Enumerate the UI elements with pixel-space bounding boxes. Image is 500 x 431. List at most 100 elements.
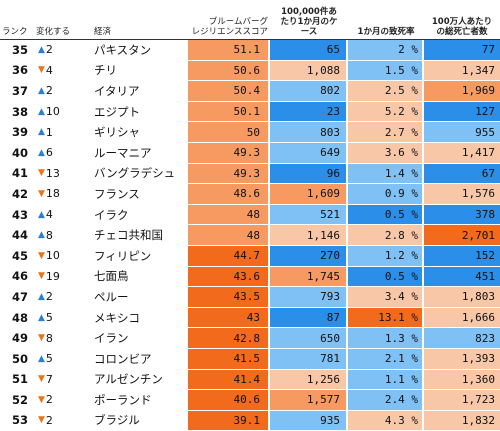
economy-cell: チリ: [94, 63, 117, 78]
score-cell: 44.7: [188, 245, 268, 266]
rank-cell: 36: [11, 63, 28, 78]
cases-cell: 781: [270, 348, 346, 369]
score-cell: 50.1: [188, 101, 268, 122]
score-cell: 51.1: [188, 40, 268, 60]
deaths-cell: 1,723: [424, 390, 500, 410]
fatality-cell: 3.6 %: [348, 142, 422, 163]
table-row: 40 ▲ 6 ルーマニア 49.3 649 3.6 % 1,417: [0, 142, 500, 164]
score-cell: 43: [188, 307, 268, 328]
rank-cell: 35: [11, 42, 28, 57]
economy-cell: コロンビア: [94, 351, 152, 366]
fatality-cell: 0.5 %: [348, 204, 422, 225]
change-value: 19: [45, 269, 60, 283]
rank-cell: 44: [11, 228, 28, 243]
change-value: 5: [45, 352, 53, 366]
arrow-up-icon: ▲: [38, 106, 45, 117]
deaths-cell: 1,832: [424, 410, 500, 431]
change-value: 2: [45, 413, 53, 427]
resilience-table: ランク 変化する 経済 ブルームバーグ レジリエンススコア 100,000件あ …: [0, 7, 500, 431]
fatality-cell: 2.8 %: [348, 225, 422, 245]
header-fatality: 1か月の致死率: [357, 27, 415, 37]
change-value: 4: [45, 208, 53, 222]
rank-cell: 42: [11, 186, 28, 201]
economy-cell: ルーマニア: [94, 145, 152, 160]
fatality-cell: 13.1 %: [348, 307, 422, 328]
cases-cell: 1,609: [270, 184, 346, 204]
arrow-down-icon: ▼: [38, 250, 45, 261]
change-value: 2: [45, 393, 53, 407]
cases-cell: 803: [270, 122, 346, 142]
change-value: 18: [45, 187, 60, 201]
cases-cell: 802: [270, 81, 346, 101]
fatality-cell: 1.2 %: [348, 245, 422, 266]
arrow-up-icon: ▲: [38, 353, 45, 364]
rank-cell: 41: [11, 166, 28, 181]
economy-cell: ペルー: [94, 289, 129, 304]
score-cell: 43.6: [188, 266, 268, 287]
change-cell: ▼ 13: [32, 164, 82, 184]
rank-cell: 51: [11, 372, 28, 387]
economy-cell: エジプト: [94, 104, 140, 119]
arrow-down-icon: ▼: [38, 415, 45, 426]
cases-cell: 1,146: [270, 225, 346, 245]
score-cell: 48: [188, 204, 268, 225]
table-row: 41 ▼ 13 バングラデシュ 49.3 96 1.4 % 67: [0, 163, 500, 185]
cases-cell: 1,088: [270, 60, 346, 81]
rank-cell: 37: [11, 83, 28, 98]
rank-cell: 53: [11, 413, 28, 428]
change-cell: ▼ 2: [32, 390, 82, 410]
fatality-cell: 0.5 %: [348, 266, 422, 287]
change-cell: ▼ 2: [32, 411, 82, 431]
change-cell: ▲ 8: [32, 225, 82, 245]
change-value: 2: [45, 43, 53, 57]
fatality-cell: 5.2 %: [348, 101, 422, 122]
arrow-down-icon: ▼: [38, 374, 45, 385]
cases-cell: 793: [270, 287, 346, 307]
rank-cell: 49: [11, 331, 28, 346]
economy-cell: イタリア: [94, 83, 140, 98]
score-cell: 43.5: [188, 287, 268, 307]
change-value: 2: [45, 290, 53, 304]
change-cell: ▲ 10: [32, 102, 82, 122]
deaths-cell: 67: [424, 163, 500, 184]
change-cell: ▲ 2: [32, 287, 82, 307]
deaths-cell: 1,803: [424, 287, 500, 307]
cases-cell: 650: [270, 328, 346, 348]
deaths-cell: 1,969: [424, 81, 500, 101]
table-row: 36 ▼ 4 チリ 50.6 1,088 1.5 % 1,347: [0, 60, 500, 82]
fatality-cell: 2.5 %: [348, 81, 422, 101]
deaths-cell: 1,347: [424, 60, 500, 81]
arrow-down-icon: ▼: [38, 271, 45, 282]
cases-cell: 1,577: [270, 390, 346, 410]
economy-cell: ギリシャ: [94, 125, 140, 140]
table-row: 48 ▲ 5 メキシコ 43 87 13.1 % 1,666: [0, 307, 500, 329]
cases-cell: 1,745: [270, 266, 346, 287]
header-deaths: 100万人あたり の総死亡者数: [431, 17, 493, 37]
rank-cell: 40: [11, 145, 28, 160]
deaths-cell: 1,360: [424, 369, 500, 390]
header-change: 変化する: [36, 27, 71, 37]
economy-cell: パキスタン: [94, 42, 152, 57]
fatality-cell: 1.1 %: [348, 369, 422, 390]
change-value: 7: [45, 372, 53, 386]
table-row: 50 ▲ 5 コロンビア 41.5 781 2.1 % 1,393: [0, 348, 500, 370]
fatality-cell: 0.9 %: [348, 184, 422, 204]
score-cell: 50.6: [188, 60, 268, 81]
score-cell: 48: [188, 225, 268, 245]
table-row: 43 ▲ 4 イラク 48 521 0.5 % 378: [0, 204, 500, 226]
economy-cell: フランス: [94, 186, 140, 201]
economy-cell: ブラジル: [94, 413, 140, 428]
economy-cell: アルゼンチン: [94, 372, 163, 387]
arrow-up-icon: ▲: [38, 127, 45, 138]
score-cell: 41.5: [188, 348, 268, 369]
arrow-up-icon: ▲: [38, 147, 45, 158]
deaths-cell: 823: [424, 328, 500, 348]
table-row: 38 ▲ 10 エジプト 50.1 23 5.2 % 127: [0, 101, 500, 123]
table-body: 35 ▲ 2 パキスタン 51.1 65 2 % 77 36 ▼ 4 チリ 50.6 1,088 1.5 %…: [0, 40, 500, 431]
score-cell: 41.4: [188, 369, 268, 390]
change-value: 6: [45, 146, 53, 160]
cases-cell: 935: [270, 410, 346, 431]
score-cell: 49.3: [188, 142, 268, 163]
change-cell: ▼ 10: [32, 246, 82, 266]
arrow-down-icon: ▼: [38, 168, 45, 179]
